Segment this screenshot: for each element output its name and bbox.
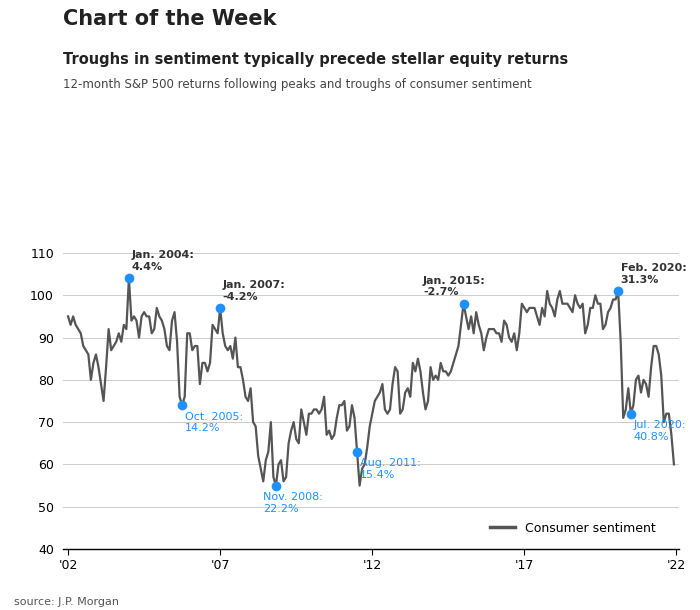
Text: Jan. 2004:
4.4%: Jan. 2004: 4.4% bbox=[132, 250, 195, 272]
Text: 12-month S&P 500 returns following peaks and troughs of consumer sentiment: 12-month S&P 500 returns following peaks… bbox=[63, 78, 532, 91]
Text: Jul. 2020:
40.8%: Jul. 2020: 40.8% bbox=[634, 420, 686, 442]
Text: Jan. 2015:
-2.7%: Jan. 2015: -2.7% bbox=[423, 276, 486, 297]
Text: Feb. 2020:
31.3%: Feb. 2020: 31.3% bbox=[621, 263, 687, 285]
Text: Oct. 2005:
14.2%: Oct. 2005: 14.2% bbox=[185, 412, 243, 433]
Text: Aug. 2011:
15.4%: Aug. 2011: 15.4% bbox=[360, 458, 420, 479]
Legend: Consumer sentiment: Consumer sentiment bbox=[484, 517, 660, 540]
Text: source: J.P. Morgan: source: J.P. Morgan bbox=[14, 597, 119, 607]
Text: Chart of the Week: Chart of the Week bbox=[63, 9, 276, 29]
Text: Troughs in sentiment typically precede stellar equity returns: Troughs in sentiment typically precede s… bbox=[63, 52, 568, 67]
Text: Nov. 2008:
22.2%: Nov. 2008: 22.2% bbox=[263, 492, 323, 514]
Text: Jan. 2007:
-4.2%: Jan. 2007: -4.2% bbox=[223, 280, 286, 301]
